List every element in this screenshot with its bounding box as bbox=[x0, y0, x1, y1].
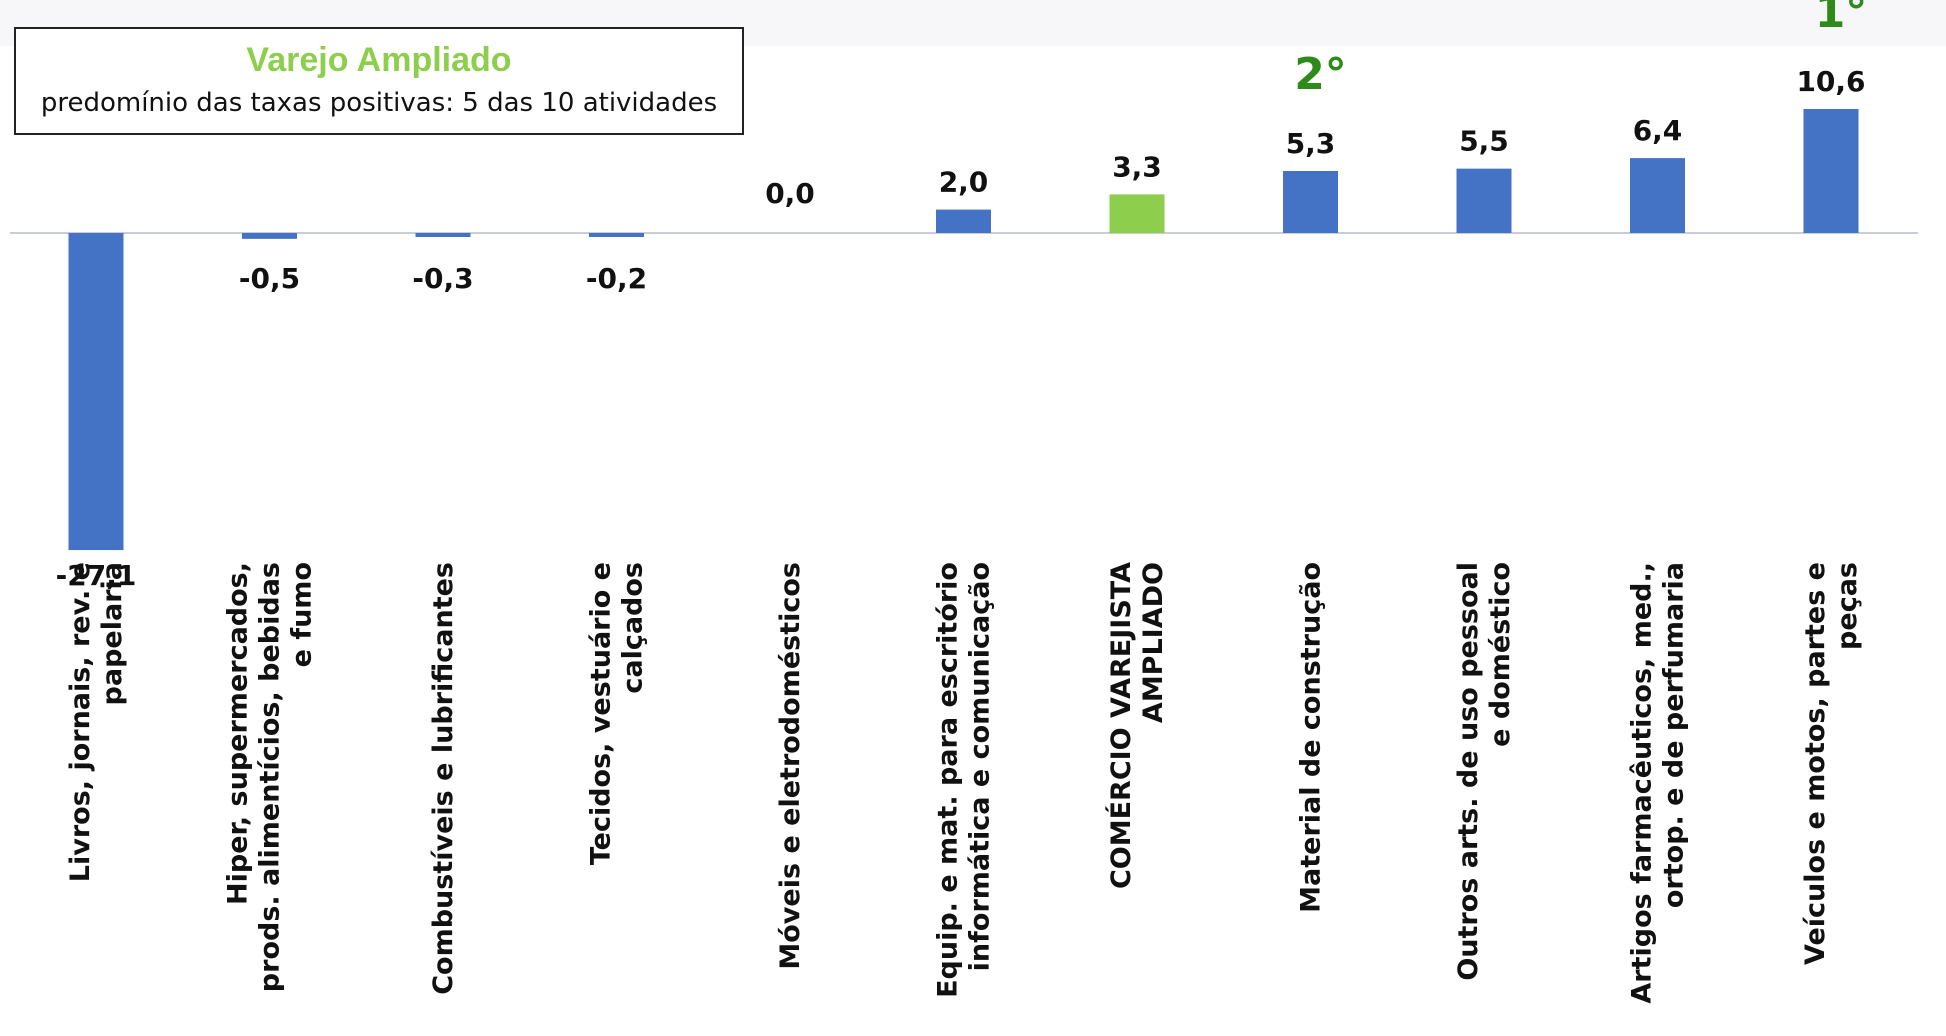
category-label-line: e fumo bbox=[287, 562, 318, 667]
category-label-text: Equip. e mat. para escritórioinformática… bbox=[933, 562, 996, 998]
legend-box: Varejo Ampliado predomínio das taxas pos… bbox=[14, 27, 744, 135]
bar bbox=[1456, 168, 1512, 233]
data-label: 0,0 bbox=[765, 177, 815, 210]
category-label-line: Móveis e eletrodomésticos bbox=[775, 562, 806, 970]
bar bbox=[1109, 194, 1165, 233]
data-label: -0,3 bbox=[412, 262, 473, 295]
category-label-text: Móveis e eletrodomésticos bbox=[775, 562, 806, 970]
category-label: Material de construção bbox=[1296, 562, 1327, 913]
bar bbox=[1630, 158, 1685, 233]
category-label: Tecidos, vestuário ecalçados bbox=[586, 562, 649, 865]
category-label-line: calçados bbox=[618, 562, 649, 694]
rank-label: 2° bbox=[1294, 49, 1347, 100]
category-label: Equip. e mat. para escritórioinformática… bbox=[933, 562, 996, 998]
bar bbox=[1803, 108, 1859, 233]
category-label: Outros arts. de uso pessoale doméstico bbox=[1453, 562, 1516, 981]
data-label: -0,5 bbox=[239, 262, 300, 295]
bar bbox=[589, 233, 644, 237]
category-label-line: Material de construção bbox=[1296, 562, 1327, 913]
category-label-text: Veículos e motos, partes epeças bbox=[1800, 562, 1863, 965]
category-label-text: Livros, jornais, rev. epapelaria bbox=[65, 562, 128, 882]
category-label-line: Outros arts. de uso pessoal bbox=[1453, 562, 1484, 981]
category-label-line: Tecidos, vestuário e bbox=[586, 562, 617, 865]
data-label: 5,3 bbox=[1286, 127, 1336, 160]
data-label: -27,1 bbox=[56, 559, 137, 592]
category-label: Móveis e eletrodomésticos bbox=[775, 562, 806, 970]
data-label: 5,5 bbox=[1459, 125, 1509, 158]
category-label-line: Artigos farmacêuticos, med., bbox=[1627, 562, 1658, 1004]
category-label: Hiper, supermercados,prods. alimentícios… bbox=[223, 562, 318, 992]
data-label: 10,6 bbox=[1796, 65, 1865, 98]
category-label-text: Tecidos, vestuário ecalçados bbox=[586, 562, 649, 865]
data-label: 6,4 bbox=[1633, 114, 1683, 147]
bar bbox=[68, 233, 124, 551]
category-label-line: Veículos e motos, partes e bbox=[1800, 562, 1831, 965]
data-label: 3,3 bbox=[1112, 150, 1162, 183]
data-label: 2,0 bbox=[939, 166, 989, 199]
category-label-text: Outros arts. de uso pessoale doméstico bbox=[1453, 562, 1516, 981]
category-label-line: Equip. e mat. para escritório bbox=[933, 562, 964, 998]
category-label-line: prods. alimentícios, bebidas bbox=[255, 562, 286, 992]
category-label-text: Artigos farmacêuticos, med.,ortop. e de … bbox=[1627, 562, 1690, 1004]
bar bbox=[1283, 170, 1338, 233]
legend-subtitle: predomínio das taxas positivas: 5 das 10… bbox=[40, 88, 718, 118]
category-label-line: papelaria bbox=[97, 562, 128, 705]
category-label-line: peças bbox=[1832, 562, 1863, 650]
category-label: Combustíveis e lubrificantes bbox=[428, 562, 459, 995]
category-label-line: Hiper, supermercados, bbox=[223, 562, 254, 905]
bar bbox=[936, 209, 991, 233]
category-label-line: ortop. e de perfumaria bbox=[1659, 562, 1690, 908]
category-label-line: informática e comunicação bbox=[965, 562, 996, 971]
bar bbox=[242, 233, 297, 239]
category-label-text: Hiper, supermercados,prods. alimentícios… bbox=[223, 562, 318, 992]
category-label-text: Material de construção bbox=[1296, 562, 1327, 913]
category-label: Veículos e motos, partes epeças bbox=[1800, 562, 1863, 965]
bar bbox=[415, 233, 471, 237]
data-label: -0,2 bbox=[586, 262, 647, 295]
category-label-line: Livros, jornais, rev. e bbox=[65, 562, 96, 882]
legend-title: Varejo Ampliado bbox=[246, 41, 512, 79]
category-label-line: AMPLIADO bbox=[1138, 562, 1169, 723]
category-label-line: Combustíveis e lubrificantes bbox=[428, 562, 459, 995]
category-label-line: e doméstico bbox=[1485, 562, 1516, 747]
category-label: Livros, jornais, rev. epapelaria bbox=[65, 562, 128, 882]
rank-label: 1° bbox=[1815, 0, 1868, 38]
category-label: Artigos farmacêuticos, med.,ortop. e de … bbox=[1627, 562, 1690, 1004]
category-label-line: COMÉRCIO VAREJISTA bbox=[1105, 562, 1137, 889]
category-label-text: COMÉRCIO VAREJISTAAMPLIADO bbox=[1105, 562, 1169, 889]
category-label-text: Combustíveis e lubrificantes bbox=[428, 562, 459, 995]
category-label: COMÉRCIO VAREJISTAAMPLIADO bbox=[1105, 562, 1169, 889]
